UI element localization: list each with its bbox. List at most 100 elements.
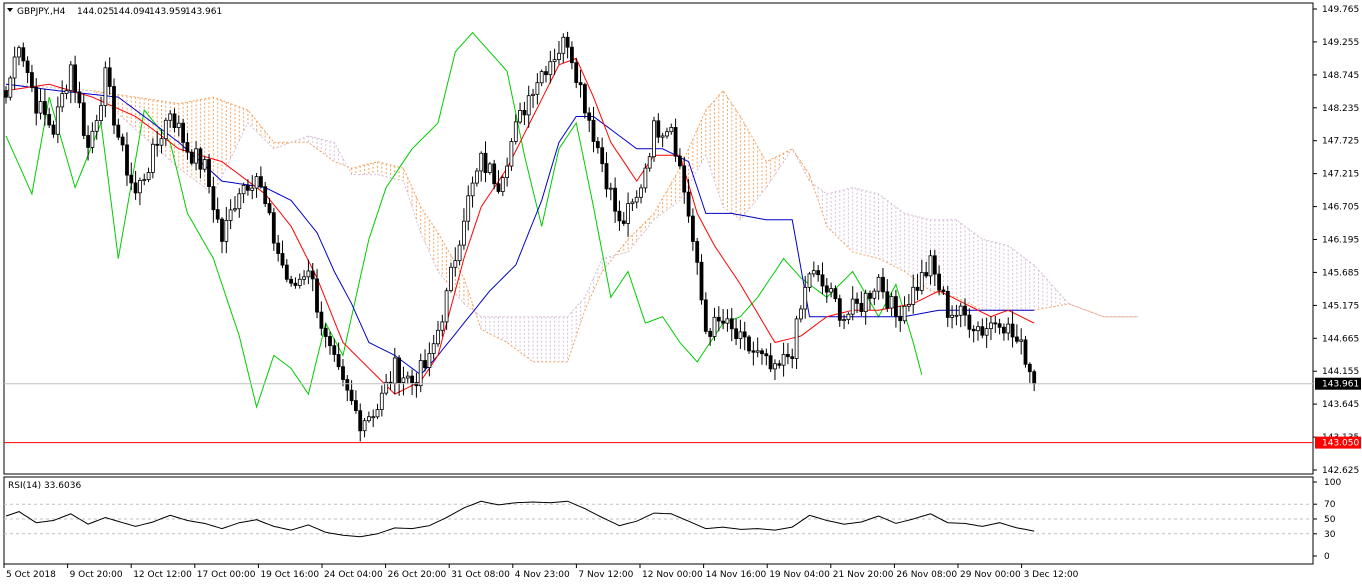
candle xyxy=(911,274,916,314)
price-tick-label: 142.625 xyxy=(1322,466,1359,476)
candle xyxy=(211,176,216,223)
candle xyxy=(578,69,583,98)
time-tick-label: 24 Oct 04:00 xyxy=(324,570,383,580)
candle xyxy=(163,117,168,146)
candle xyxy=(418,353,423,393)
candle xyxy=(561,33,566,64)
candle xyxy=(755,337,760,358)
candle xyxy=(570,41,574,70)
candle xyxy=(150,138,155,179)
symbol-label: GBPJPY.,H4 xyxy=(17,7,66,17)
candle xyxy=(375,403,380,419)
candle xyxy=(760,348,764,365)
candle xyxy=(907,294,911,312)
candle xyxy=(855,292,859,313)
rsi-panel: 100 70 50 30 0 xyxy=(4,478,1341,562)
candle xyxy=(691,208,695,251)
candle xyxy=(29,64,34,92)
candle xyxy=(686,179,691,223)
candle xyxy=(997,318,1002,335)
time-tick-label: 5 Oct 2018 xyxy=(6,570,56,580)
candle xyxy=(963,298,967,327)
current-price-label: 143.961 xyxy=(1322,380,1359,390)
candle xyxy=(12,46,17,90)
candle xyxy=(958,302,963,328)
time-tick-label: 31 Oct 08:00 xyxy=(451,570,510,580)
candle xyxy=(120,133,125,152)
candle xyxy=(868,290,872,310)
price-tick-label: 147.725 xyxy=(1322,137,1359,147)
price-tick-label: 149.255 xyxy=(1322,38,1359,48)
main-panel-frame xyxy=(3,2,1314,475)
candle xyxy=(271,207,276,251)
rsi-tick-label: 30 xyxy=(1324,530,1336,540)
candle xyxy=(522,101,527,125)
candle xyxy=(829,282,833,298)
time-tick-label: 9 Oct 20:00 xyxy=(70,570,123,580)
rsi-panel-frame xyxy=(3,476,1314,565)
rsi-tick-label: 100 xyxy=(1324,478,1341,488)
candle xyxy=(137,177,142,206)
candles xyxy=(4,31,1037,442)
candle xyxy=(574,57,579,89)
candle xyxy=(492,159,497,190)
candle xyxy=(1032,369,1037,392)
candle xyxy=(617,200,622,231)
candle xyxy=(518,102,522,125)
candle xyxy=(384,374,389,396)
candle xyxy=(764,348,769,366)
candle xyxy=(129,162,134,191)
candle xyxy=(600,137,605,173)
candle xyxy=(729,308,734,342)
price-tick-label: 145.175 xyxy=(1322,301,1359,311)
candle xyxy=(172,108,177,133)
price-tick-label: 146.195 xyxy=(1322,236,1359,246)
dropdown-triangle-icon[interactable] xyxy=(7,8,13,12)
candle xyxy=(25,56,30,83)
candle xyxy=(941,286,946,295)
candle xyxy=(449,262,453,293)
candle xyxy=(185,132,190,160)
candle xyxy=(608,182,613,201)
candle xyxy=(734,318,738,346)
candle xyxy=(60,80,65,113)
candle xyxy=(254,173,259,198)
rsi-tick-label: 0 xyxy=(1324,552,1330,562)
candle xyxy=(535,73,540,105)
candle xyxy=(233,196,237,213)
candle xyxy=(328,331,332,355)
close-value: 143.961 xyxy=(185,7,222,17)
candle xyxy=(51,120,56,138)
candle xyxy=(112,78,116,135)
candle xyxy=(302,270,307,285)
candle xyxy=(565,31,570,59)
candle xyxy=(971,325,976,343)
candle xyxy=(297,273,302,289)
candle xyxy=(4,86,8,104)
time-tick-label: 21 Nov 20:00 xyxy=(833,570,894,580)
candle xyxy=(21,42,26,67)
candle xyxy=(954,304,959,326)
candle xyxy=(470,176,475,208)
candle xyxy=(777,360,782,369)
candle xyxy=(366,411,371,423)
candle xyxy=(669,123,674,135)
candle xyxy=(107,57,112,95)
time-tick-label: 19 Oct 16:00 xyxy=(260,570,319,580)
candle xyxy=(258,166,263,189)
candle xyxy=(794,315,799,369)
price-tick-label: 148.745 xyxy=(1322,71,1359,81)
candle xyxy=(362,418,367,438)
candle xyxy=(595,137,600,154)
candle xyxy=(665,127,669,139)
candle xyxy=(915,274,920,301)
candle xyxy=(103,61,108,118)
candle xyxy=(505,157,510,187)
candle xyxy=(889,292,894,316)
time-tick-label: 19 Nov 04:00 xyxy=(769,570,830,580)
candle xyxy=(345,375,350,402)
candle xyxy=(539,69,544,87)
candle xyxy=(353,390,358,414)
